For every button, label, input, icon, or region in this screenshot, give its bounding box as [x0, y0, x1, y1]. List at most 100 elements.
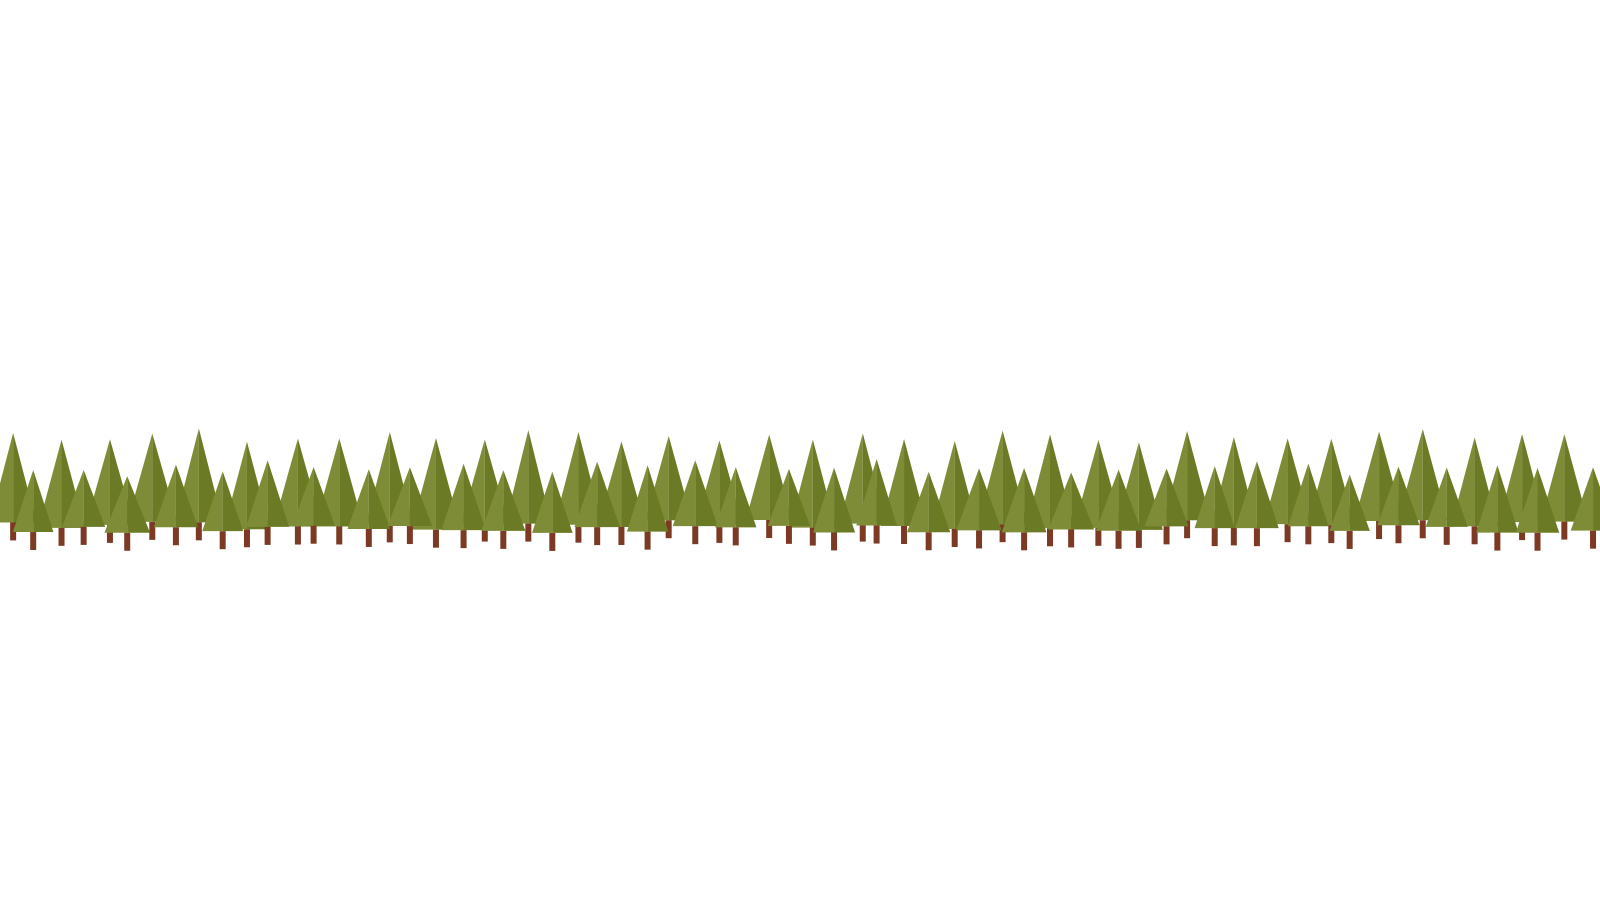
tree-foliage-dark: [198, 428, 223, 523]
tree-trunk: [1211, 528, 1218, 547]
tree-foliage-dark: [1398, 466, 1420, 526]
tree-foliage-light: [715, 467, 736, 528]
tree-foliage-dark: [127, 476, 151, 533]
tree-foliage-light: [856, 458, 877, 526]
tree-trunk: [1253, 528, 1260, 547]
tree-trunk: [549, 532, 556, 551]
pine-tree: [461, 439, 509, 542]
tree-trunk: [432, 529, 439, 548]
tree-foliage-light: [37, 439, 62, 528]
tree-trunk: [1047, 528, 1054, 547]
tree-trunk: [1163, 526, 1170, 545]
tree-trunk: [809, 527, 816, 546]
pine-tree: [1288, 463, 1329, 545]
tree-trunk: [294, 526, 301, 545]
pine-tree: [12, 469, 54, 551]
pine-tree: [174, 428, 223, 541]
pine-tree: [597, 441, 646, 545]
pine-tree: [85, 439, 135, 543]
tree-trunk: [1230, 527, 1237, 546]
pine-tree: [532, 471, 573, 551]
tree-foliage-dark: [1214, 465, 1235, 529]
tree-trunk: [243, 529, 250, 548]
tree-foliage-dark: [876, 458, 897, 526]
tree-foliage-light: [767, 468, 789, 526]
tree-trunk: [951, 528, 958, 547]
tree-foliage-dark: [788, 468, 811, 526]
tree-trunk: [219, 531, 226, 550]
tree-trunk: [406, 526, 413, 545]
tree-trunk: [1494, 532, 1501, 551]
pine-tree: [813, 467, 856, 551]
tree-foliage-light: [1476, 465, 1498, 533]
pine-tree: [104, 476, 151, 551]
tree-foliage-light: [85, 439, 110, 525]
tree-foliage-light: [1288, 463, 1309, 527]
pine-tree: [1144, 468, 1189, 545]
tree-trunk: [999, 524, 1006, 543]
tree-trunk: [901, 526, 908, 545]
tree-foliage-light: [532, 471, 553, 533]
tree-trunk: [1305, 526, 1312, 545]
tree-foliage-light: [202, 471, 223, 532]
tree-foliage-light: [626, 465, 648, 532]
tree-foliage-dark: [175, 464, 198, 528]
pine-tree: [1048, 472, 1095, 548]
tree-trunk: [1590, 530, 1597, 549]
pine-tree: [1194, 465, 1235, 547]
tree-trunk: [1443, 526, 1450, 545]
tree-trunk: [766, 520, 773, 539]
tree-foliage-dark: [597, 461, 620, 528]
tree-foliage-light: [839, 433, 863, 524]
pine-tree: [1095, 469, 1142, 549]
tree-trunk: [525, 523, 532, 542]
tree-foliage-light: [813, 467, 835, 533]
tree-foliage-light: [907, 471, 929, 533]
tree-trunk: [925, 532, 932, 551]
pine-tree: [1329, 474, 1370, 549]
tree-foliage-dark: [222, 471, 244, 532]
tree-trunk: [336, 526, 343, 545]
tree-trunk: [1346, 530, 1353, 549]
tree-trunk: [500, 530, 507, 549]
tree-foliage-dark: [463, 463, 486, 531]
tree-foliage-dark: [1593, 467, 1600, 531]
tree-foliage-dark: [1537, 468, 1560, 533]
tree-foliage-light: [695, 440, 720, 525]
tree-trunk: [1419, 520, 1426, 539]
tree-foliage-light: [153, 464, 176, 528]
tree-foliage-dark: [33, 469, 54, 533]
tree-trunk: [106, 524, 113, 543]
tree-trunk: [1184, 520, 1191, 539]
tree-trunk: [58, 527, 65, 546]
pine-tree: [931, 440, 978, 547]
tree-foliage-light: [0, 432, 14, 523]
tree-foliage-light: [1048, 472, 1072, 530]
tree-foliage-light: [1451, 437, 1475, 527]
pine-tree: [715, 467, 757, 546]
tree-foliage-light: [931, 440, 955, 529]
tree-foliage-light: [597, 441, 622, 527]
pine-tree: [767, 468, 811, 544]
tree-foliage-light: [1144, 468, 1167, 527]
tree-trunk: [1115, 530, 1122, 549]
tree-foliage-light: [574, 461, 598, 528]
pine-tree: [292, 467, 335, 544]
tree-foliage-light: [1515, 468, 1538, 533]
pine-tree: [0, 432, 37, 541]
tree-foliage-light: [12, 469, 34, 533]
tree-foliage-dark: [13, 432, 37, 523]
pine-tree: [956, 468, 1002, 549]
pine-tree: [246, 460, 290, 545]
tree-trunk: [1534, 532, 1541, 551]
tree-trunk: [172, 527, 179, 546]
pine-tree: [1001, 467, 1047, 551]
tree-foliage-dark: [1446, 467, 1468, 527]
tree-trunk: [692, 526, 699, 545]
tree-foliage-dark: [834, 467, 856, 533]
tree-trunk: [1561, 521, 1568, 540]
tree-trunk: [1021, 532, 1028, 551]
tree-trunk: [594, 527, 601, 546]
tree-trunk: [859, 523, 866, 542]
